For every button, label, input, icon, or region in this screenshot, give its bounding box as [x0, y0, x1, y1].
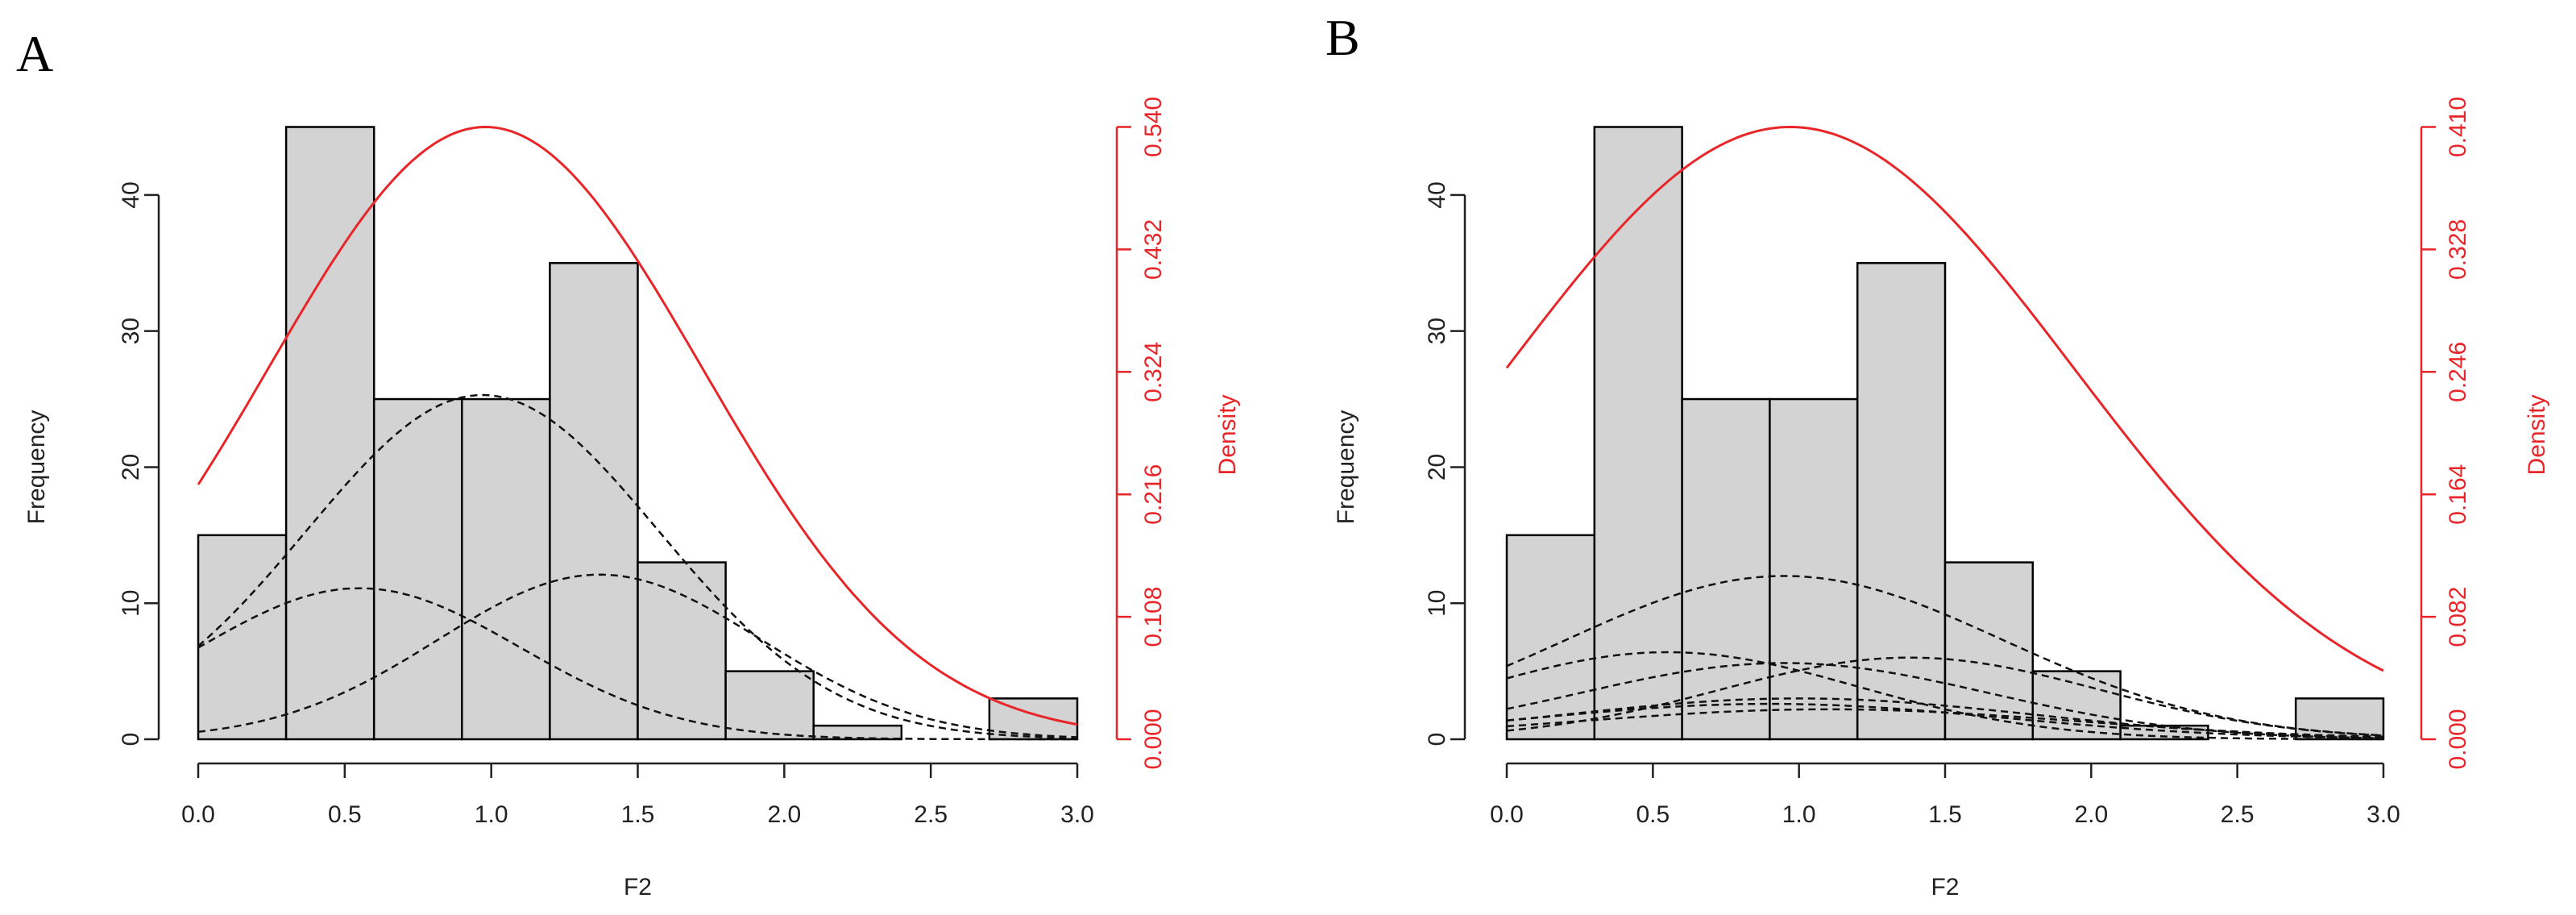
y2-tick-label: 0.000	[1140, 709, 1167, 769]
y2-tick-label: 0.108	[1140, 587, 1167, 647]
x-tick-label: 1.0	[475, 801, 508, 828]
component-curve	[197, 573, 1078, 738]
y2-tick-label: 0.164	[2445, 464, 2471, 525]
y-tick-label: 0	[118, 733, 144, 747]
y-tick-label: 10	[1424, 590, 1450, 617]
y-tick-label: 0	[1424, 733, 1450, 747]
x-tick-label: 3.0	[1060, 801, 1094, 828]
y-tick-label: 20	[118, 454, 144, 480]
y2-tick-label: 0.324	[1140, 342, 1167, 402]
x-tick-label: 2.5	[914, 801, 948, 828]
panel-label: B	[1325, 9, 1360, 66]
component-curve	[1506, 575, 2384, 737]
histogram-bar	[1856, 262, 1947, 741]
y-axis-density: 0.000 0.082 0.164 0.246 0.328 0.410	[2420, 97, 2471, 770]
component-curve	[1506, 697, 2384, 739]
component-curves	[197, 393, 1078, 741]
histogram-bar	[1681, 397, 1771, 741]
y2-axis-label: Density	[2524, 394, 2550, 475]
y2-axis-label: Density	[1214, 394, 1241, 475]
x-tick-label: 1.5	[621, 801, 655, 828]
histogram-bars	[1505, 126, 2385, 741]
y-axis-density: 0.000 0.108 0.216 0.324 0.432 0.540	[1115, 97, 1167, 770]
density-curve	[197, 125, 1078, 726]
x-tick-label: 0.0	[181, 801, 215, 828]
y-tick-label: 40	[1424, 181, 1450, 208]
y2-tick-label: 0.410	[2445, 97, 2471, 157]
component-curve	[1506, 708, 2384, 738]
component-curve	[1506, 662, 2384, 739]
y-tick-label: 40	[118, 181, 144, 208]
x-tick-label: 0.0	[1490, 801, 1524, 828]
y-tick-label: 20	[1424, 454, 1450, 480]
histogram-bar	[461, 397, 551, 741]
histogram-bar	[812, 724, 903, 741]
y-tick-label: 30	[1424, 318, 1450, 344]
x-tick-label: 1.5	[1928, 801, 1962, 828]
y-axis-frequency: 0 10 20 30 40	[118, 181, 160, 747]
histogram-bar	[724, 670, 815, 741]
y-tick-label: 10	[118, 590, 144, 617]
component-curve	[197, 587, 1077, 741]
histogram-bar	[197, 534, 288, 741]
x-tick-label: 0.5	[1636, 801, 1670, 828]
x-tick-label: 2.0	[2074, 801, 2108, 828]
y-axis-label: Frequency	[1333, 410, 1359, 525]
density-curve	[1505, 125, 2384, 672]
x-tick-label: 3.0	[2367, 801, 2400, 828]
y-axis-label: Frequency	[23, 410, 50, 525]
y2-tick-label: 0.216	[1140, 464, 1167, 525]
histogram-bar	[637, 561, 727, 741]
histogram-bar	[1769, 397, 1859, 741]
x-axis: 0.0 0.5 1.0 1.5 2.0 2.5 3.0	[181, 762, 1094, 828]
y2-tick-label: 0.540	[1140, 97, 1167, 157]
histogram-bar	[549, 262, 639, 741]
y2-tick-label: 0.432	[1140, 219, 1167, 280]
histogram-bar	[372, 397, 463, 741]
x-tick-label: 1.0	[1782, 801, 1816, 828]
component-curve	[197, 393, 1078, 739]
x-axis-label: F2	[1931, 874, 1959, 900]
y2-tick-label: 0.246	[2445, 342, 2471, 402]
component-curve	[1506, 651, 2383, 741]
x-tick-label: 2.5	[2221, 801, 2255, 828]
histogram-bar	[284, 126, 375, 741]
panel-label: A	[16, 25, 53, 82]
x-tick-label: 2.0	[767, 801, 801, 828]
histogram-bar	[1505, 534, 1596, 741]
component-curves	[1506, 575, 2384, 741]
x-axis-label: F2	[624, 874, 652, 900]
y2-tick-label: 0.082	[2445, 587, 2471, 647]
y-tick-label: 30	[118, 318, 144, 344]
y2-tick-label: 0.000	[2445, 709, 2471, 769]
y2-tick-label: 0.328	[2445, 219, 2471, 280]
histogram-bar	[1593, 126, 1683, 741]
y-axis-frequency: 0 10 20 30 40	[1424, 181, 1466, 747]
x-axis: 0.0 0.5 1.0 1.5 2.0 2.5 3.0	[1490, 762, 2400, 828]
histogram-bars	[197, 126, 1079, 741]
x-tick-label: 0.5	[328, 801, 362, 828]
